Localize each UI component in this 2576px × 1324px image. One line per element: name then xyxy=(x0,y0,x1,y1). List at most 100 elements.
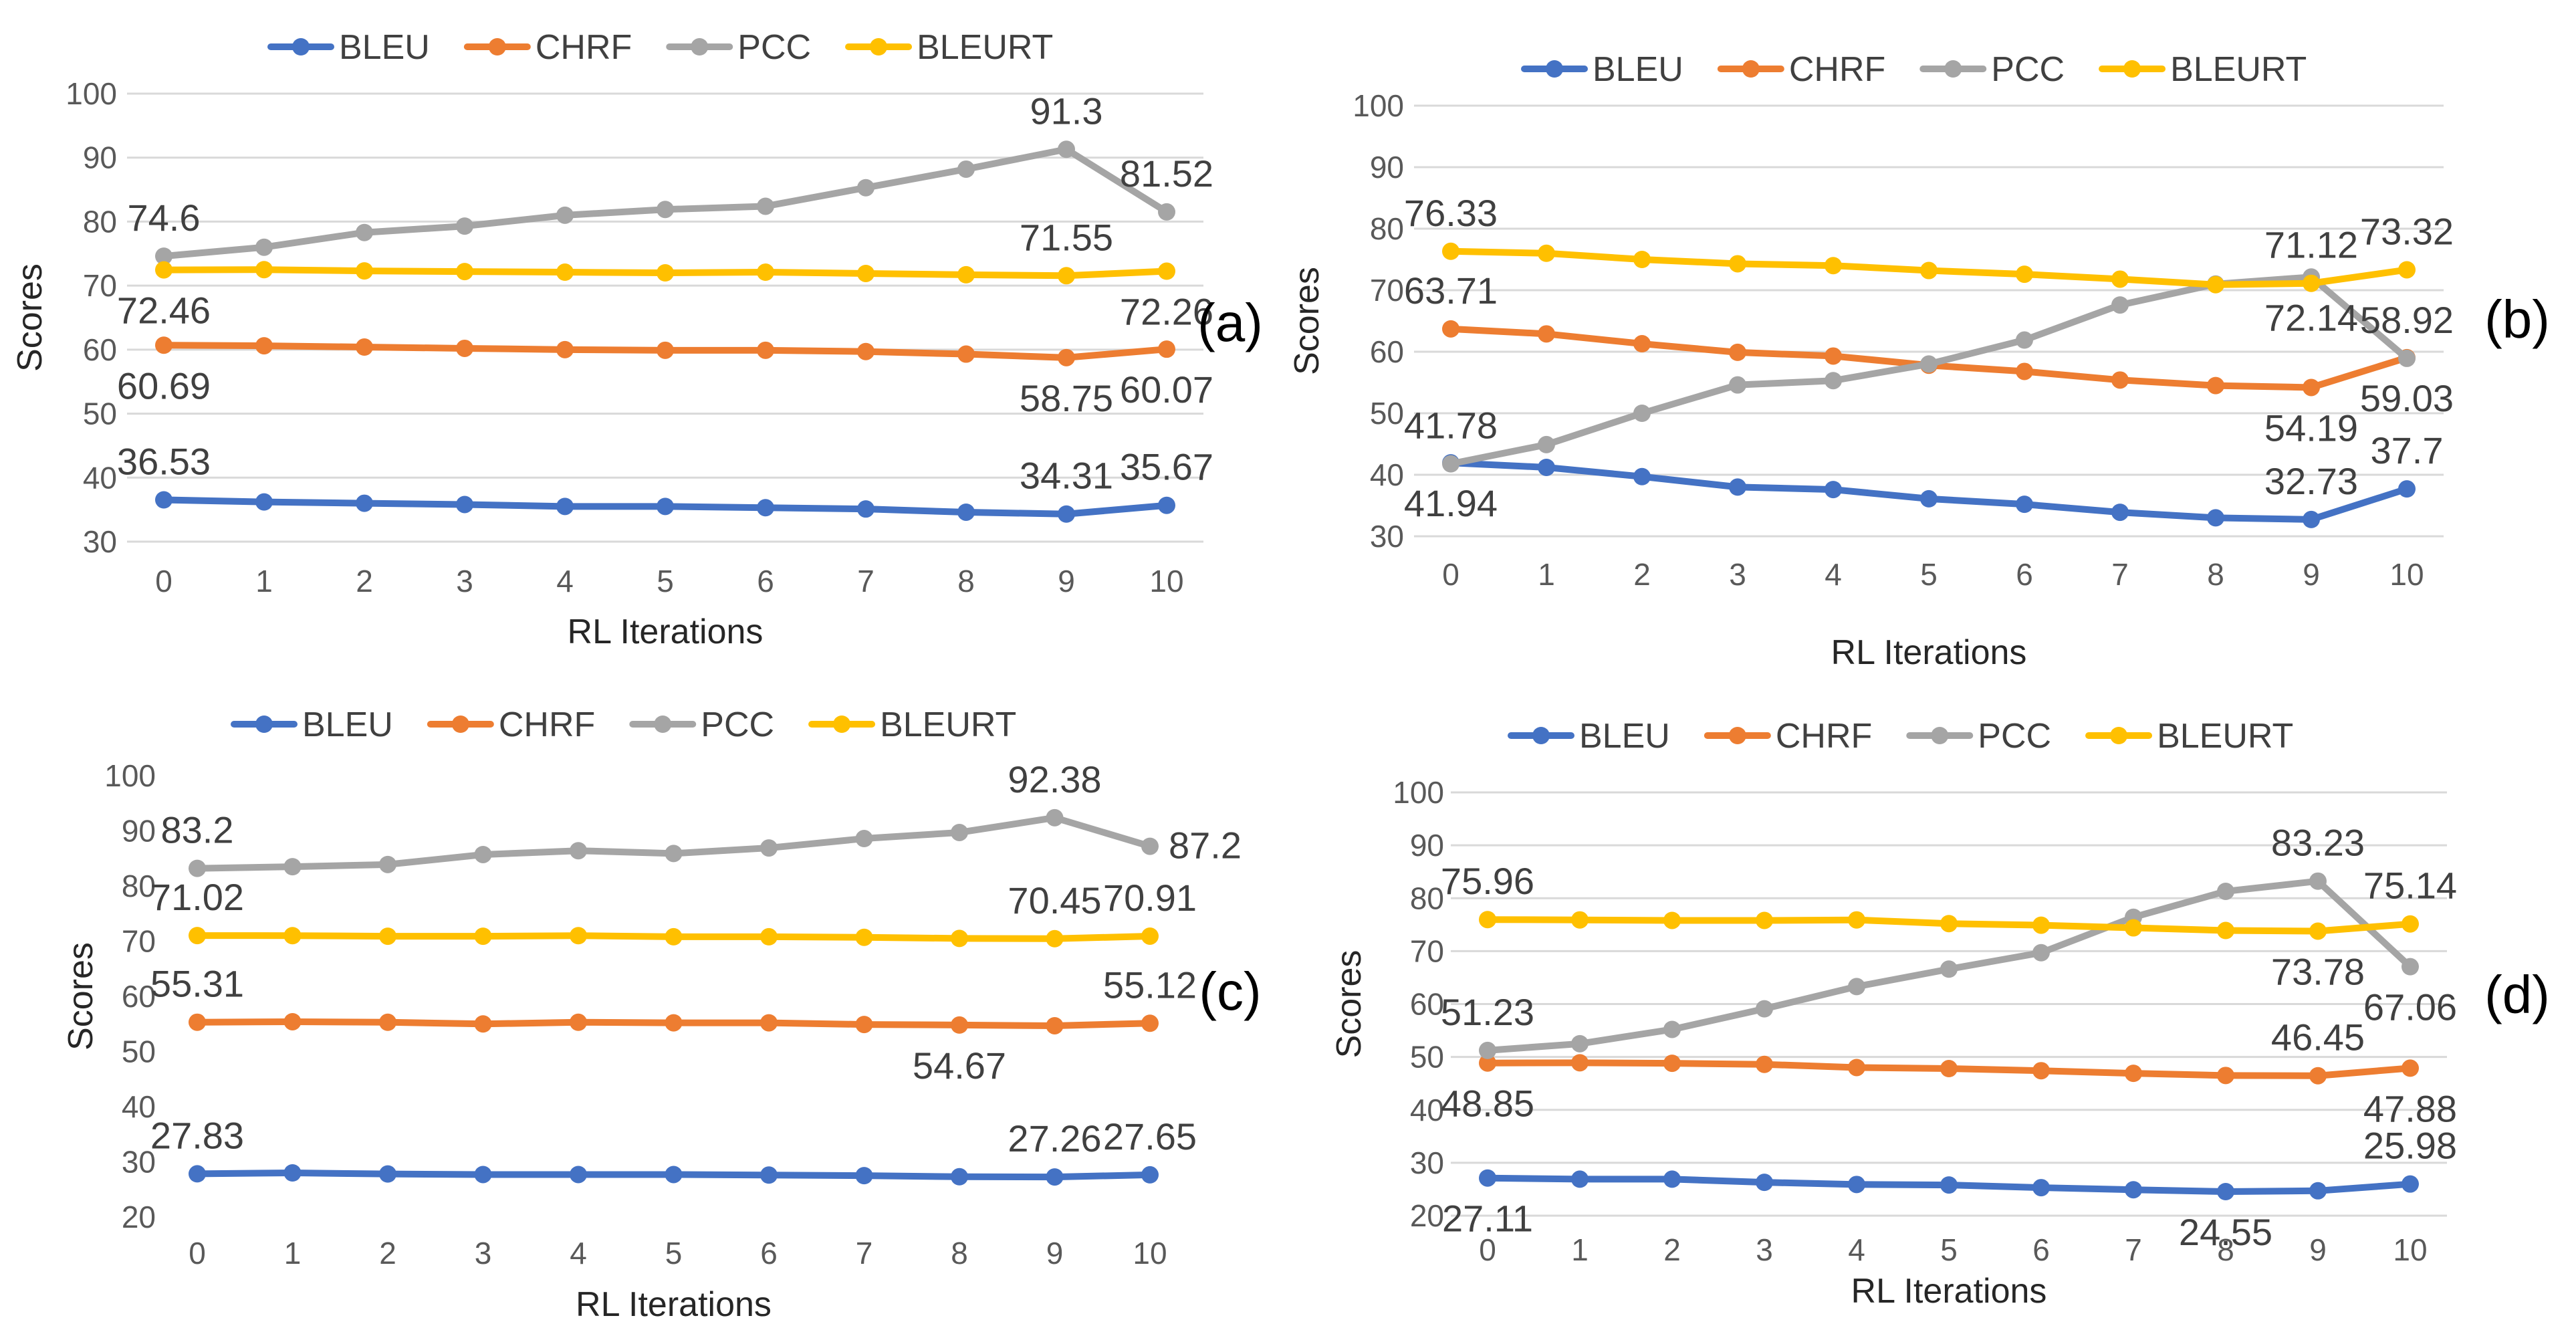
x-tick-label: 4 xyxy=(1848,1232,1865,1267)
legend-item-chrf: CHRF xyxy=(1717,50,1885,89)
data-point-chrf xyxy=(356,338,373,356)
data-point-bleu xyxy=(2032,1179,2050,1197)
legend: BLEU CHRF PCC BLEURT xyxy=(267,28,1053,67)
y-tick-label: 30 xyxy=(122,1145,156,1180)
data-point-bleurt xyxy=(2303,274,2320,292)
data-point-pcc xyxy=(857,179,874,197)
data-point-chrf xyxy=(2125,1065,2142,1083)
data-point-pcc xyxy=(1538,435,1555,453)
y-tick-label: 20 xyxy=(122,1200,156,1234)
data-point-chrf xyxy=(1479,1054,1496,1072)
data-point-pcc xyxy=(2032,944,2050,962)
legend-label: CHRF xyxy=(1776,717,1872,756)
data-point-bleurt xyxy=(1920,261,1938,280)
y-tick-label: 60 xyxy=(1370,334,1404,369)
x-tick-label: 1 xyxy=(255,564,273,598)
data-point-bleurt xyxy=(379,927,396,946)
data-point-chrf xyxy=(657,341,674,359)
legend-label: BLEURT xyxy=(2170,50,2307,89)
data-point-bleurt xyxy=(1442,242,1459,260)
data-label: 37.7 xyxy=(2371,429,2444,471)
data-point-pcc xyxy=(2402,958,2419,976)
data-point-chrf xyxy=(155,336,172,354)
legend-swatch-marker xyxy=(691,38,709,56)
y-tick-label: 90 xyxy=(1370,150,1404,185)
data-point-bleurt xyxy=(2217,921,2234,940)
chart-panel-2: 30 40 50 60 70 80 90 100 0 1 2 3 4 5 6 7 8 9 10 RL Iteratio… xyxy=(1288,50,2550,672)
legend: BLEU CHRF PCC BLEURT xyxy=(231,705,1016,744)
data-label: 34.31 xyxy=(1020,455,1113,497)
data-point-chrf xyxy=(283,1012,302,1030)
legend-swatch-marker xyxy=(488,38,506,56)
data-label: 51.23 xyxy=(1441,991,1534,1033)
data-point-bleu xyxy=(1663,1170,1681,1188)
legend-label: BLEURT xyxy=(917,28,1053,67)
y-tick-label: 100 xyxy=(1353,88,1404,123)
legend-label: PCC xyxy=(701,705,774,744)
legend-label: CHRF xyxy=(499,705,595,744)
legend-item-pcc: PCC xyxy=(1919,50,2065,89)
data-label: 73.78 xyxy=(2271,950,2365,992)
y-tick-label: 30 xyxy=(83,524,117,559)
data-point-pcc xyxy=(757,197,774,215)
data-point-bleu xyxy=(1538,458,1555,476)
data-point-bleu xyxy=(570,1166,587,1184)
x-tick-label: 3 xyxy=(1756,1232,1773,1267)
data-point-bleu xyxy=(356,494,373,512)
data-point-chrf xyxy=(855,1016,873,1034)
data-point-pcc xyxy=(1141,837,1159,855)
legend-item-chrf: CHRF xyxy=(427,705,595,744)
data-label: 75.14 xyxy=(2363,865,2457,907)
data-point-pcc xyxy=(1633,405,1651,422)
data-label: 71.55 xyxy=(1020,216,1113,258)
y-tick-label: 70 xyxy=(1370,273,1404,308)
data-point-chrf xyxy=(2016,362,2033,380)
data-point-chrf xyxy=(474,1015,492,1033)
data-point-bleu xyxy=(556,498,574,516)
y-axis-title: Scores xyxy=(1330,950,1369,1059)
data-label: 27.83 xyxy=(150,1114,244,1156)
data-point-chrf xyxy=(1046,1016,1064,1034)
data-point-bleurt xyxy=(356,262,373,280)
y-tick-label: 40 xyxy=(1410,1093,1444,1127)
data-point-bleurt xyxy=(1058,267,1075,285)
y-tick-label: 60 xyxy=(1410,987,1444,1022)
data-label: 54.67 xyxy=(913,1044,1006,1087)
data-label: 72.14 xyxy=(2264,296,2358,338)
legend-item-bleurt: BLEURT xyxy=(2085,717,2293,756)
data-point-bleurt xyxy=(456,263,473,281)
data-point-bleu xyxy=(1729,478,1746,496)
y-tick-label: 60 xyxy=(122,979,156,1014)
y-tick-label: 50 xyxy=(83,397,117,431)
legend-item-pcc: PCC xyxy=(1906,717,2051,756)
legend: BLEU CHRF PCC BLEURT xyxy=(1508,717,2293,756)
data-point-bleurt xyxy=(951,929,968,948)
data-point-chrf xyxy=(456,339,473,357)
data-point-pcc xyxy=(760,839,778,857)
data-point-bleu xyxy=(2207,509,2224,527)
data-label: 58.92 xyxy=(2360,299,2454,341)
legend-item-bleurt: BLEURT xyxy=(845,28,1053,67)
data-point-bleurt xyxy=(857,264,874,282)
legend-label: CHRF xyxy=(1789,50,1885,89)
data-point-bleurt xyxy=(657,264,674,282)
data-point-pcc xyxy=(855,830,873,848)
x-tick-label: 10 xyxy=(1149,564,1183,598)
x-tick-label: 3 xyxy=(475,1236,492,1271)
panel-label: (c) xyxy=(1199,962,1261,1021)
legend-label: PCC xyxy=(737,28,811,67)
x-axis-title: RL Iterations xyxy=(568,613,764,651)
legend-swatch-marker xyxy=(870,38,888,56)
data-point-chrf xyxy=(1141,1014,1159,1032)
data-label: 25.98 xyxy=(2363,1125,2457,1167)
x-tick-label: 10 xyxy=(2389,557,2424,592)
legend-label: BLEU xyxy=(339,28,430,67)
data-point-pcc xyxy=(2111,296,2129,314)
data-point-chrf xyxy=(1940,1060,1958,1078)
data-point-bleurt xyxy=(2032,916,2050,934)
data-point-bleu xyxy=(1920,489,1938,508)
data-point-bleu xyxy=(757,499,774,517)
x-tick-label: 8 xyxy=(2207,557,2224,592)
data-point-pcc xyxy=(556,206,574,224)
y-tick-label: 40 xyxy=(122,1089,156,1124)
